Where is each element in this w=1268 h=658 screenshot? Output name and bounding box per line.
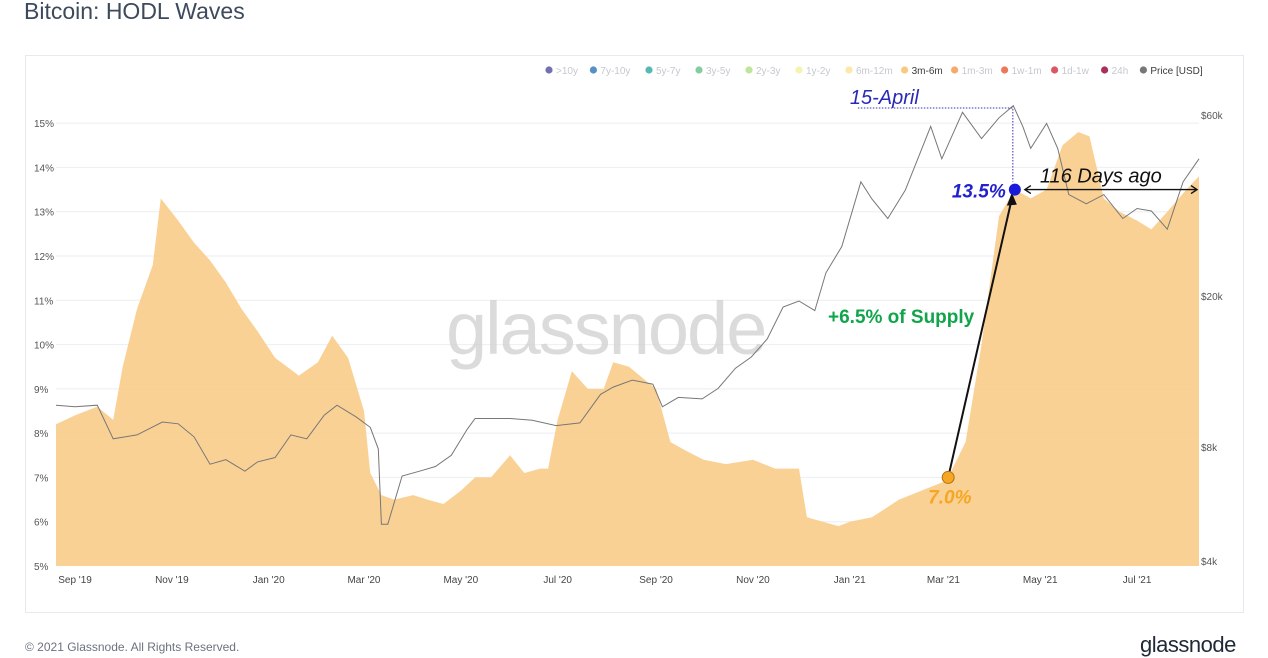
legend-swatch — [645, 66, 653, 74]
legend-label: 7y-10y — [600, 66, 630, 77]
legend-item: >10y — [545, 66, 578, 77]
y-left-tick-label: 10% — [34, 341, 54, 352]
x-tick-label: Sep '19 — [58, 575, 92, 586]
legend-item: 2y-3y — [745, 66, 780, 77]
legend-label: 2y-3y — [756, 66, 780, 77]
x-tick-label: Sep '20 — [639, 575, 673, 586]
legend-label: 3m-6m — [912, 66, 943, 77]
annotation-13-5: 13.5% — [952, 182, 1006, 203]
area-3m-6m — [56, 132, 1199, 566]
guide-dotted-line — [857, 107, 1014, 182]
legend-label: 6m-12m — [856, 66, 893, 77]
y-left-tick-label: 7% — [34, 473, 49, 484]
y-right-tick-label: $20k — [1201, 292, 1224, 303]
y-left-tick-label: 5% — [34, 562, 49, 573]
x-tick-label: Mar '21 — [927, 575, 960, 586]
y-right-tick-label: $60k — [1201, 111, 1224, 122]
legend: >10y 7y-10y 5y-7y 3y-5y 2y-3y 1y-2y 6m-12m 3m-6… — [545, 66, 1203, 77]
legend-label: 24h — [1112, 66, 1129, 77]
legend-item: 6m-12m — [845, 66, 893, 77]
legend-item: 3m-6m — [901, 66, 943, 77]
legend-item: 1w-1m — [1001, 66, 1042, 77]
legend-item: 3y-5y — [695, 66, 730, 77]
annotation-supply: +6.5% of Supply — [828, 307, 975, 328]
y-left-tick-label: 6% — [34, 518, 49, 529]
legend-label: 1w-1m — [1012, 66, 1042, 77]
legend-label: 5y-7y — [656, 66, 680, 77]
legend-item: 1d-1w — [1051, 66, 1090, 77]
legend-swatch — [1139, 66, 1147, 74]
x-tick-label: Jul '20 — [543, 575, 572, 586]
annotations: 15-April 13.5% 7.0% +6.5% of Supply 116 Days… — [828, 87, 1199, 508]
legend-swatch — [589, 66, 598, 74]
y-right-tick-label: $4k — [1201, 557, 1218, 568]
point-7-0 — [941, 470, 955, 484]
band-3m-6m-layer — [56, 132, 1199, 566]
x-tick-label: May '20 — [443, 575, 478, 586]
days-arrow-right-head — [1190, 184, 1199, 195]
legend-item: 24h — [1101, 66, 1128, 77]
legend-label: 1y-2y — [806, 66, 830, 77]
x-tick-label: Jan '21 — [834, 575, 866, 586]
legend-swatch — [951, 66, 959, 74]
hodl-waves-chart[interactable]: glassnode 15% 14% 13% 12% 11% 10% 9% 8% 7% 6% 5% $6… — [26, 56, 1245, 614]
y-left-tick-label: 13% — [34, 208, 54, 219]
annotation-116-days: 116 Days ago — [1040, 166, 1162, 188]
y-left-tick-label: 11% — [34, 296, 53, 307]
x-tick-label: Jan '20 — [253, 575, 285, 586]
legend-label: >10y — [556, 66, 578, 77]
legend-item: 1y-2y — [795, 66, 830, 77]
copyright-text: © 2021 Glassnode. All Rights Reserved. — [25, 640, 240, 654]
legend-label: 3y-5y — [706, 66, 730, 77]
rise-arrow-line — [947, 198, 1013, 478]
x-tick-label: Nov '19 — [155, 575, 189, 586]
axes: 15% 14% 13% 12% 11% 10% 9% 8% 7% 6% 5% $60k $20k $8k $… — [34, 111, 1224, 586]
legend-item: 1m-3m — [951, 66, 993, 77]
rise-arrow-head — [1006, 192, 1017, 206]
brand-logo: glassnode — [1140, 632, 1236, 657]
y-left-tick-label: 12% — [34, 252, 54, 263]
legend-label: 1m-3m — [962, 66, 993, 77]
legend-label: Price [USD] — [1150, 66, 1202, 77]
y-left-tick-label: 8% — [34, 429, 49, 440]
price-line-layer — [55, 104, 1200, 525]
x-tick-label: May '21 — [1023, 575, 1058, 586]
y-left-tick-label: 14% — [34, 163, 54, 174]
legend-swatch — [745, 66, 753, 74]
legend-item: Price [USD] — [1139, 66, 1203, 77]
chart-panel: glassnode 15% 14% 13% 12% 11% 10% 9% 8% 7% 6% 5% $6… — [25, 55, 1244, 613]
x-tick-label: Jul '21 — [1123, 575, 1152, 586]
point-13-5 — [1008, 183, 1021, 196]
legend-swatch — [695, 66, 703, 74]
x-tick-label: Mar '20 — [347, 575, 380, 586]
legend-swatch — [795, 66, 803, 74]
x-tick-label: Nov '20 — [736, 575, 770, 586]
legend-item: 7y-10y — [589, 66, 630, 77]
legend-item: 5y-7y — [645, 66, 680, 77]
legend-swatch — [901, 66, 909, 74]
days-arrow-left-head — [1023, 184, 1032, 195]
y-left-tick-label: 15% — [34, 119, 54, 130]
legend-swatch — [545, 66, 553, 74]
legend-swatch — [1001, 66, 1009, 74]
annotation-7-0: 7.0% — [928, 487, 971, 508]
legend-swatch — [1101, 66, 1109, 74]
watermark-text: glassnode — [446, 287, 765, 370]
y-right-tick-label: $8k — [1201, 443, 1218, 454]
y-left-tick-label: 9% — [34, 385, 49, 396]
annotation-15-april: 15-April — [850, 87, 919, 109]
legend-label: 1d-1w — [1062, 66, 1090, 77]
price-line — [55, 104, 1200, 525]
legend-swatch — [845, 66, 853, 74]
legend-swatch — [1051, 66, 1059, 74]
page-title: Bitcoin: HODL Waves — [24, 0, 245, 24]
